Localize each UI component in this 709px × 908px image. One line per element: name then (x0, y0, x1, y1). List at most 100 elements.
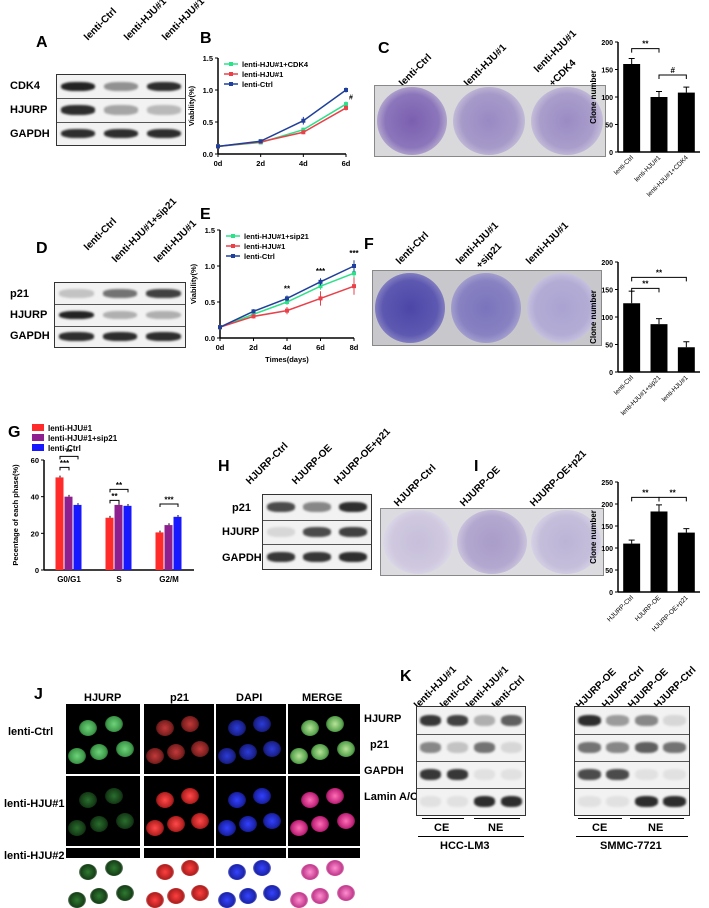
y-tick-label: 20 (31, 529, 39, 538)
y-tick-label: 50 (605, 123, 613, 130)
fluorescence-image (144, 848, 214, 908)
significance-bracket (658, 74, 687, 79)
blot-band (634, 742, 658, 753)
x-tick-label: lenti-HJU#1 (661, 374, 690, 403)
data-point (301, 127, 306, 132)
blot-band (500, 769, 523, 780)
cell-nucleus (90, 744, 109, 760)
y-axis-label: Pecentage of each phase(%) (11, 464, 20, 566)
cell-nucleus (228, 791, 246, 808)
cell-nucleus (105, 860, 124, 876)
panel-letter-b: B (200, 30, 212, 47)
fraction-label: NE (488, 822, 504, 834)
western-blot (54, 282, 186, 348)
clone-bar-chart: 0 50 100 150 200 Clone number lenti-Ctrllenti-… (589, 40, 700, 198)
cell-nucleus (289, 891, 308, 908)
y-tick-label: 150 (601, 288, 613, 295)
blot-band (61, 82, 96, 92)
legend-marker (231, 254, 235, 258)
significance-mark: *** (349, 249, 359, 258)
cell-nucleus (336, 812, 355, 829)
bar (623, 543, 641, 592)
data-point (344, 88, 348, 92)
blot-band (500, 742, 523, 753)
blot-band (146, 82, 181, 92)
cell-nucleus (180, 860, 199, 876)
legend-entry: lenti-Ctrl (244, 252, 275, 261)
panel-letter-i: I (474, 458, 479, 475)
cell-nucleus (90, 888, 109, 904)
colony-plates (372, 270, 602, 346)
significance-bracket (631, 496, 660, 502)
western-blot (56, 74, 186, 146)
blot-band (338, 527, 368, 537)
fraction-label: NE (648, 822, 664, 834)
data-point (218, 325, 222, 330)
fluorescence-image (288, 704, 360, 774)
blot-divider (575, 734, 689, 735)
data-point (318, 284, 323, 289)
data-point (352, 264, 356, 268)
y-tick-label: 200 (601, 40, 613, 47)
x-tick-label: 0d (214, 159, 223, 168)
blot-band (577, 742, 601, 753)
bar (650, 324, 668, 372)
y-tick-label: 1.5 (203, 54, 213, 63)
dish-label: lenti-HJU#1 (524, 220, 571, 267)
cell-nucleus (90, 816, 109, 832)
significance-bracket (658, 496, 687, 502)
legend-marker (229, 82, 233, 86)
bar (677, 347, 695, 372)
bar (123, 505, 132, 570)
fluorescence-image (216, 848, 286, 908)
cell-nucleus (263, 812, 281, 829)
row-label: HJURP (10, 309, 48, 321)
cell-nucleus (156, 719, 174, 736)
cell-nucleus (156, 863, 174, 880)
bar (677, 532, 695, 592)
cell-line-label: HCC-LM3 (440, 840, 490, 852)
blot-band (419, 796, 442, 807)
blot-band (419, 742, 442, 753)
cell-nucleus (252, 716, 271, 732)
y-tick-label: 0.5 (205, 298, 215, 307)
legend-entry: lenti-HJU#1 (242, 70, 283, 79)
fraction-bar (578, 818, 622, 819)
y-tick-label: 0 (609, 590, 613, 597)
y-tick-label: 0 (609, 150, 613, 157)
legend-marker (231, 234, 235, 238)
cell-nucleus (116, 812, 135, 829)
significance-mark: ** (116, 481, 123, 490)
significance-bracket (631, 276, 687, 282)
panel-letter-c: C (378, 40, 390, 57)
significance-bracket (109, 499, 120, 504)
blot-band (103, 105, 139, 115)
panel-letter-j: J (34, 686, 43, 703)
significance-mark: *** (60, 459, 70, 468)
significance-mark: ** (284, 285, 291, 294)
cell-nucleus (217, 819, 236, 836)
cell-nucleus (105, 788, 124, 804)
cell-nucleus (325, 716, 344, 732)
row-label: lenti-HJU#1 (4, 798, 65, 810)
cell-nucleus (336, 884, 355, 901)
bar (155, 532, 164, 570)
cell-nucleus (217, 747, 236, 764)
cell-nucleus (311, 744, 330, 760)
row-label: p21 (232, 502, 251, 514)
cell-nucleus (217, 891, 236, 908)
row-label: HJURP (222, 526, 260, 538)
cell-nucleus (289, 819, 308, 836)
y-tick-label: 1.5 (205, 226, 215, 235)
blot-band (103, 128, 139, 138)
x-tick-label: 4d (283, 343, 292, 352)
row-label: GAPDH (222, 552, 262, 564)
cell-nucleus (191, 740, 209, 757)
y-tick-label: 0 (609, 370, 613, 377)
y-tick-label: 150 (601, 524, 613, 531)
bar (105, 517, 114, 570)
legend-marker (229, 62, 233, 66)
cell-nucleus (166, 816, 185, 832)
cell-nucleus (166, 744, 185, 760)
cell-nucleus (156, 791, 174, 808)
